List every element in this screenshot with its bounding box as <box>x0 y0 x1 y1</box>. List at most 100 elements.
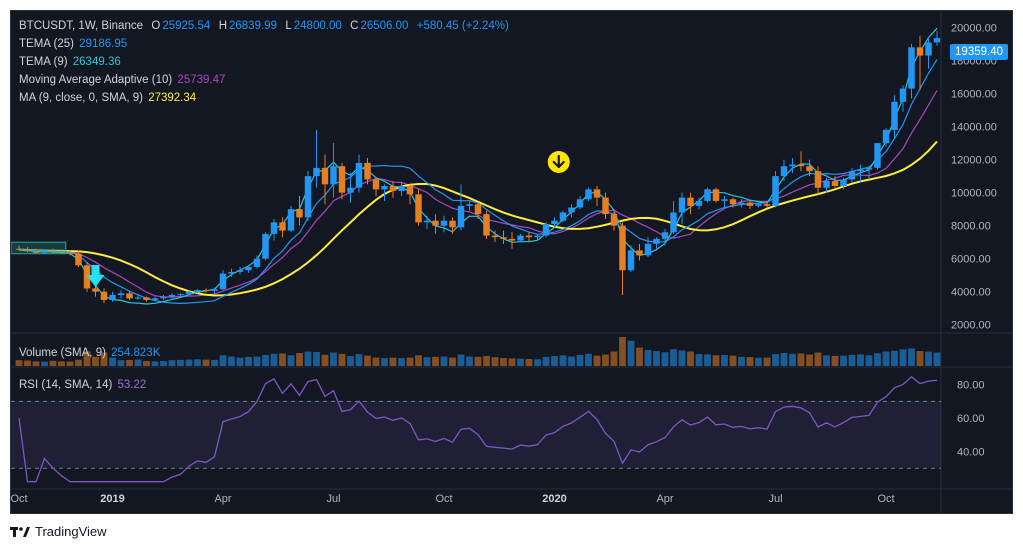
candle-body <box>24 249 31 252</box>
rsi-legend[interactable]: RSI (14, SMA, 14) 53.22 <box>19 379 148 391</box>
volume-bar <box>534 359 541 366</box>
volume-bar <box>712 355 720 366</box>
volume-bar <box>729 355 737 366</box>
candle-body <box>551 220 558 225</box>
volume-bar <box>440 356 448 366</box>
candle-body <box>508 238 516 241</box>
volume-bar <box>508 358 516 366</box>
candle-body <box>66 252 74 254</box>
volume-bar <box>874 353 881 366</box>
tradingview-brand[interactable]: TradingView <box>10 524 107 539</box>
volume-bar <box>653 351 660 366</box>
indicator-maa10[interactable]: Moving Average Adaptive (10) 25739.47 <box>19 74 227 86</box>
time-tick-label: Oct <box>435 493 452 505</box>
volume-bar <box>279 353 286 366</box>
low-label: L <box>285 20 292 32</box>
time-tick-label: Jul <box>326 493 340 505</box>
candle-body <box>440 220 448 226</box>
arrow-down-glyph-icon <box>552 154 565 169</box>
volume-bar <box>610 351 618 366</box>
candle-body <box>840 179 847 187</box>
indicator-ma9[interactable]: MA (9, close, 0, SMA, 9) 27392.34 <box>19 92 198 104</box>
volume-bar <box>933 352 941 366</box>
volume-bar <box>525 358 533 366</box>
volume-bar <box>24 360 31 366</box>
volume-bar <box>746 357 754 366</box>
candle-body <box>568 207 575 213</box>
price-tick-label: 2000.00 <box>951 320 991 332</box>
volume-bar <box>83 351 91 366</box>
candle-body <box>602 197 609 215</box>
volume-bar <box>245 356 252 366</box>
indicator-value: 29186.95 <box>79 38 128 50</box>
volume-bar <box>517 358 524 366</box>
candle-body <box>466 204 473 206</box>
rsi-value: 53.22 <box>117 379 147 391</box>
candle-body <box>653 238 660 244</box>
maa10-line <box>18 90 938 298</box>
candle-body <box>729 199 737 205</box>
candle-body <box>253 258 261 267</box>
volume-bar <box>882 351 890 366</box>
close-value: 26506.00 <box>360 20 409 32</box>
volume-bar <box>347 356 354 366</box>
candle-body <box>704 189 711 201</box>
open-value: 25925.54 <box>162 20 211 32</box>
volume-bar <box>670 349 677 366</box>
candle-body <box>457 205 465 228</box>
chart-frame[interactable]: 20000.00 18000.00 16000.00 14000.00 12000.00… <box>10 10 1013 514</box>
candle-body <box>432 220 439 226</box>
volume-bar <box>262 355 269 366</box>
candle-body <box>542 224 550 236</box>
volume-bar <box>211 359 218 366</box>
volume-bar <box>840 355 847 366</box>
indicator-value: 26349.36 <box>72 56 121 68</box>
volume-bar <box>925 351 932 366</box>
volume-bar <box>449 357 456 366</box>
volume-bar <box>66 361 74 366</box>
candle-body <box>721 199 728 201</box>
candle-body <box>296 209 303 218</box>
volume-bar <box>763 357 771 366</box>
volume-label: Volume (SMA, 9) <box>19 347 106 359</box>
volume-bar <box>49 360 57 366</box>
candle-body <box>670 212 677 233</box>
volume-bar <box>738 356 745 366</box>
volume-bar <box>338 353 346 366</box>
candle-body <box>908 47 915 89</box>
candle-body <box>389 186 397 191</box>
candle-body <box>644 243 652 256</box>
volume-bar <box>636 347 643 366</box>
rsi-tick-label: 40.00 <box>957 447 985 459</box>
high-value: 26839.99 <box>229 20 277 32</box>
indicator-label: TEMA (25) <box>19 38 74 50</box>
candle-body <box>347 187 354 193</box>
indicator-label: Moving Average Adaptive (10) <box>19 74 173 86</box>
volume-bar <box>899 349 907 366</box>
volume-value: 254.823K <box>111 347 161 359</box>
candle-body <box>534 235 541 238</box>
volume-bar <box>389 357 397 366</box>
volume-bar <box>542 356 550 366</box>
volume-bar <box>789 353 796 366</box>
candle-body <box>355 162 363 188</box>
candle-body <box>423 220 431 223</box>
chart-canvas[interactable]: 20000.0018000.0016000.0014000.0012000.00… <box>11 11 1013 514</box>
volume-legend[interactable]: Volume (SMA, 9) 254.823K <box>19 347 162 359</box>
candle-body <box>797 164 805 167</box>
indicator-tema25[interactable]: TEMA (25) 29186.95 <box>19 38 129 50</box>
volume-bar <box>916 351 924 366</box>
candle-body <box>831 181 839 187</box>
candle-body <box>49 251 57 253</box>
indicator-tema9[interactable]: TEMA (9) 26349.36 <box>19 56 123 68</box>
volume-bar <box>92 356 99 366</box>
volume-bar <box>576 355 584 366</box>
candle-body <box>92 288 99 292</box>
volume-bar <box>423 357 431 366</box>
candle-body <box>126 293 133 299</box>
volume-bar <box>780 353 788 366</box>
volume-bar <box>627 340 635 366</box>
candle-body <box>738 202 745 205</box>
candle-body <box>695 200 703 206</box>
candle-body <box>593 189 601 198</box>
